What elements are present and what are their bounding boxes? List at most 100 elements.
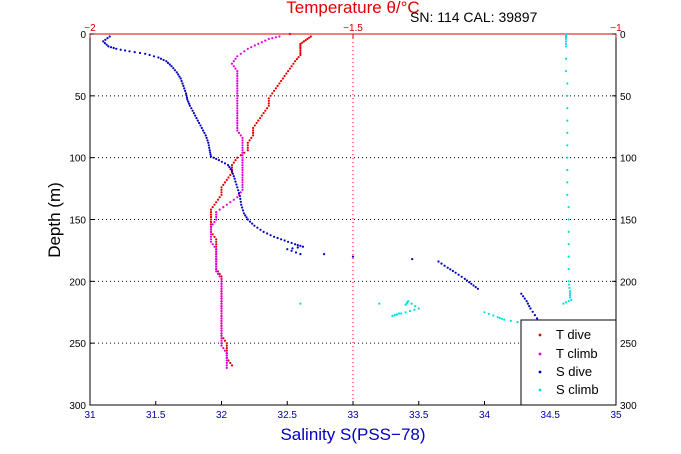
data-point	[533, 314, 537, 317]
data-point	[237, 131, 241, 134]
data-point	[241, 178, 244, 181]
data-point	[278, 35, 281, 38]
y-tick-label-right: 100	[620, 154, 637, 165]
data-point	[220, 332, 223, 335]
data-point	[220, 290, 223, 293]
data-point	[294, 60, 297, 63]
x-tick-label: 34.5	[541, 410, 561, 421]
data-point	[262, 112, 265, 115]
data-point	[232, 175, 235, 178]
data-point	[236, 109, 239, 112]
data-point	[220, 309, 223, 313]
data-point	[225, 352, 228, 355]
data-point	[294, 243, 297, 246]
data-point	[463, 277, 466, 280]
x-tick-label: 32	[216, 410, 228, 421]
data-point	[165, 60, 168, 63]
data-point	[133, 51, 136, 54]
data-point	[236, 77, 239, 80]
data-point	[287, 240, 290, 243]
data-point	[187, 100, 190, 103]
data-point	[404, 311, 407, 314]
data-point	[220, 314, 223, 318]
data-point	[566, 107, 569, 110]
data-point	[207, 141, 210, 144]
data-point	[236, 72, 239, 75]
legend-label-s-climb: S climb	[556, 382, 599, 397]
data-point	[162, 58, 165, 62]
data-point	[566, 156, 569, 159]
data-point	[220, 317, 223, 320]
data-point	[239, 197, 242, 200]
y-tick-label-right: 150	[620, 216, 637, 227]
y-tick-label-left: 50	[75, 92, 87, 103]
data-point	[299, 42, 302, 46]
data-point	[273, 89, 276, 92]
data-point	[252, 134, 255, 137]
data-point	[564, 301, 568, 304]
data-point	[225, 349, 228, 352]
data-point	[526, 302, 530, 305]
data-point	[220, 344, 223, 347]
data-point	[152, 55, 156, 58]
data-point	[194, 114, 197, 117]
data-point	[306, 37, 309, 41]
data-point	[227, 359, 230, 362]
data-point	[257, 119, 260, 122]
data-point	[564, 42, 568, 46]
data-point	[220, 329, 223, 332]
data-point	[112, 46, 115, 50]
data-point	[567, 255, 570, 258]
data-point	[246, 141, 249, 144]
data-point	[241, 173, 244, 177]
data-point	[198, 121, 201, 125]
data-point	[236, 196, 239, 199]
data-point	[241, 209, 245, 212]
data-point	[299, 49, 302, 53]
data-point	[215, 248, 218, 251]
data-point	[148, 53, 151, 57]
data-point	[213, 235, 216, 238]
data-point	[209, 238, 213, 241]
data-point	[241, 181, 244, 184]
data-point	[220, 319, 223, 322]
data-point	[209, 220, 213, 224]
data-point	[567, 300, 570, 303]
y-tick-label-right: 250	[620, 339, 637, 350]
data-point	[196, 119, 199, 122]
data-point	[568, 283, 571, 286]
data-point	[229, 361, 232, 365]
data-point	[417, 307, 420, 310]
data-point	[220, 295, 223, 298]
legend-marker-t-dive	[538, 333, 542, 337]
data-point	[184, 92, 188, 95]
data-point	[236, 124, 239, 127]
data-point	[476, 287, 479, 290]
data-point	[231, 172, 234, 175]
data-point	[230, 364, 234, 367]
x-tick-label: 35	[610, 410, 622, 421]
data-point	[266, 232, 269, 235]
data-point	[393, 314, 396, 317]
data-point	[172, 67, 175, 70]
data-point	[177, 73, 180, 76]
data-point	[144, 52, 147, 55]
data-point	[218, 272, 221, 275]
data-point	[241, 206, 244, 209]
data-point	[166, 61, 170, 64]
data-point	[215, 243, 218, 246]
data-point	[241, 183, 244, 186]
data-point	[241, 141, 244, 144]
data-point	[264, 39, 267, 42]
data-point	[246, 144, 249, 147]
x-tick-label: 34	[479, 410, 491, 421]
data-point	[236, 99, 239, 102]
data-point	[215, 238, 218, 241]
temperature-tick-label: −1	[610, 23, 622, 34]
data-point	[351, 255, 355, 258]
data-point	[236, 79, 239, 83]
data-point	[244, 214, 247, 217]
data-point	[225, 356, 228, 360]
data-point	[220, 337, 223, 340]
data-point	[230, 170, 234, 173]
